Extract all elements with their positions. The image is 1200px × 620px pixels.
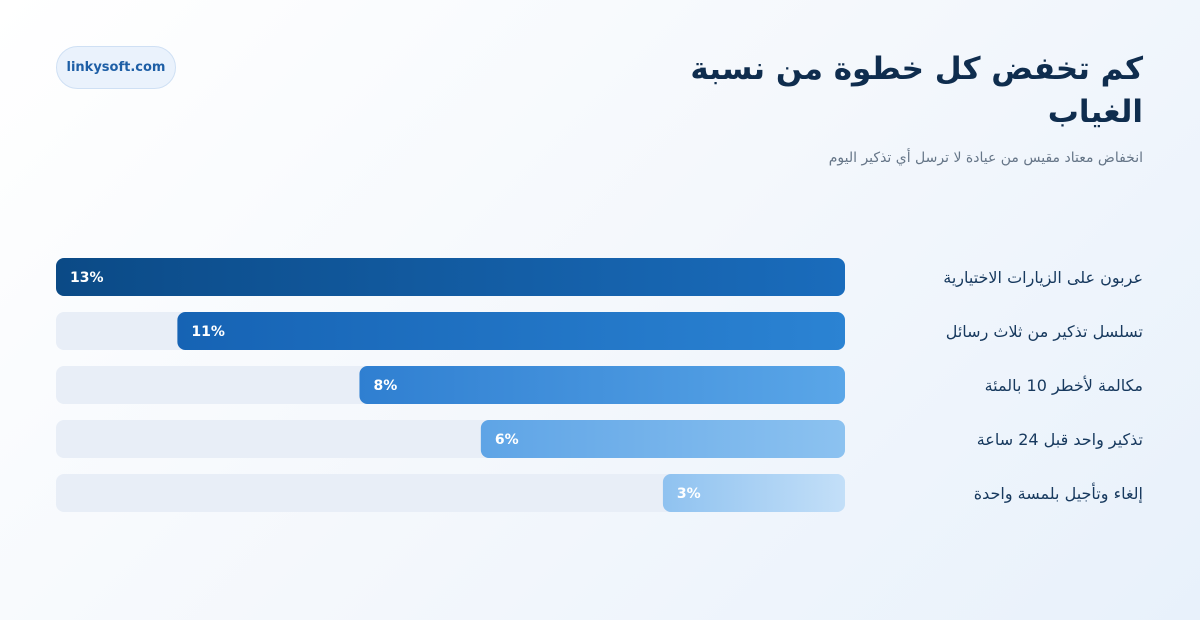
bar: [480, 420, 845, 458]
bar-value-label: 11%: [191, 324, 225, 340]
bar: [359, 366, 845, 404]
bar-value-label: 3%: [677, 486, 701, 502]
chart-subtitle: انخفاض معتاد مقيس من عيادة لا ترسل أي تذ…: [828, 150, 1143, 166]
site-badge-label: linkysoft.com: [66, 60, 166, 75]
bar: [662, 474, 845, 512]
category-label: تذكير واحد قبل 24 ساعة: [977, 430, 1143, 450]
chart-title: كم تخفض كل خطوة من نسبة الغياب: [690, 51, 1143, 130]
bar-value-label: 13%: [70, 270, 104, 286]
site-badge[interactable]: linkysoft.com: [56, 46, 176, 89]
bar-value-label: 8%: [373, 378, 397, 394]
category-label: عربون على الزيارات الاختيارية: [943, 268, 1143, 288]
bar: [177, 312, 845, 350]
category-label: إلغاء وتأجيل بلمسة واحدة: [974, 482, 1143, 504]
category-label: تسلسل تذكير من ثلاث رسائل: [946, 322, 1143, 342]
bar: [56, 258, 845, 296]
category-label: مكالمة لأخطر 10 بالمئة: [985, 375, 1143, 396]
bar-value-label: 6%: [495, 432, 519, 448]
bar-track: [56, 474, 845, 512]
